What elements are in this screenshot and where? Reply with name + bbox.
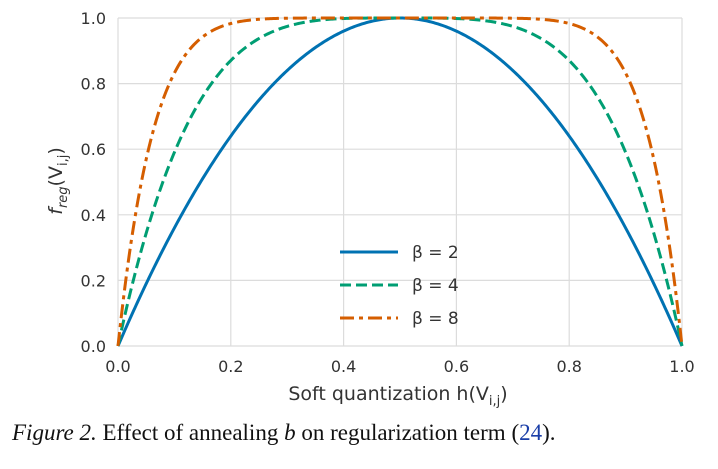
grid <box>117 17 683 347</box>
x-tick-label: 0.6 <box>444 357 469 376</box>
caption-text-before: Effect of annealing <box>96 420 285 445</box>
y-axis-label-arg: (V <box>45 166 67 186</box>
x-axis-label: Soft quantization h(Vi,j) <box>288 383 507 409</box>
legend-label-beta-8: β = 8 <box>412 309 459 329</box>
x-tick-label: 1.0 <box>669 357 694 376</box>
y-axis-label: freg(Vi,j) <box>45 147 71 215</box>
chart: 0.0 0.2 0.4 0.6 0.8 1.0 0.0 0.2 0.4 0.6 0.8 1.0 β =… <box>45 9 695 409</box>
y-tick-label: 0.4 <box>81 206 106 225</box>
y-axis-label-f: f <box>45 205 67 215</box>
series-line-beta-2 <box>116 16 684 347</box>
series-line-beta-8 <box>116 16 684 347</box>
y-tick-label: 0.2 <box>81 271 106 290</box>
caption-reference-link[interactable]: 24 <box>519 420 543 445</box>
figure-caption: Figure 2. Effect of annealing b on regul… <box>12 420 712 446</box>
series-group <box>116 16 684 347</box>
caption-text-after: on regularization term ( <box>295 420 520 445</box>
tick-labels: 0.0 0.2 0.4 0.6 0.8 1.0 0.0 0.2 0.4 0.6 0.8 1.0 <box>81 9 695 376</box>
legend: β = 2 β = 4 β = 8 <box>340 243 459 329</box>
x-tick-label: 0.0 <box>105 357 130 376</box>
series-line-beta-4 <box>116 16 684 347</box>
x-tick-label: 0.4 <box>331 357 356 376</box>
y-axis-label-arg-sub: i,j <box>56 155 71 166</box>
caption-math-symbol: b <box>284 420 296 445</box>
y-tick-label: 0.0 <box>81 337 106 356</box>
x-tick-label: 0.8 <box>556 357 581 376</box>
legend-label-beta-2: β = 2 <box>412 243 459 263</box>
legend-label-beta-4: β = 4 <box>412 276 459 296</box>
y-tick-label: 0.6 <box>81 140 106 159</box>
x-axis-label-text: Soft quantization h(V <box>288 383 489 405</box>
caption-figure-label: Figure 2. <box>12 420 97 445</box>
y-axis-label-sub: reg <box>56 186 71 208</box>
y-tick-label: 1.0 <box>81 9 106 28</box>
y-tick-label: 0.8 <box>81 75 106 94</box>
x-axis-label-sub: i,j <box>489 394 500 409</box>
caption-text-end: ). <box>542 420 556 445</box>
x-tick-label: 0.2 <box>218 357 243 376</box>
